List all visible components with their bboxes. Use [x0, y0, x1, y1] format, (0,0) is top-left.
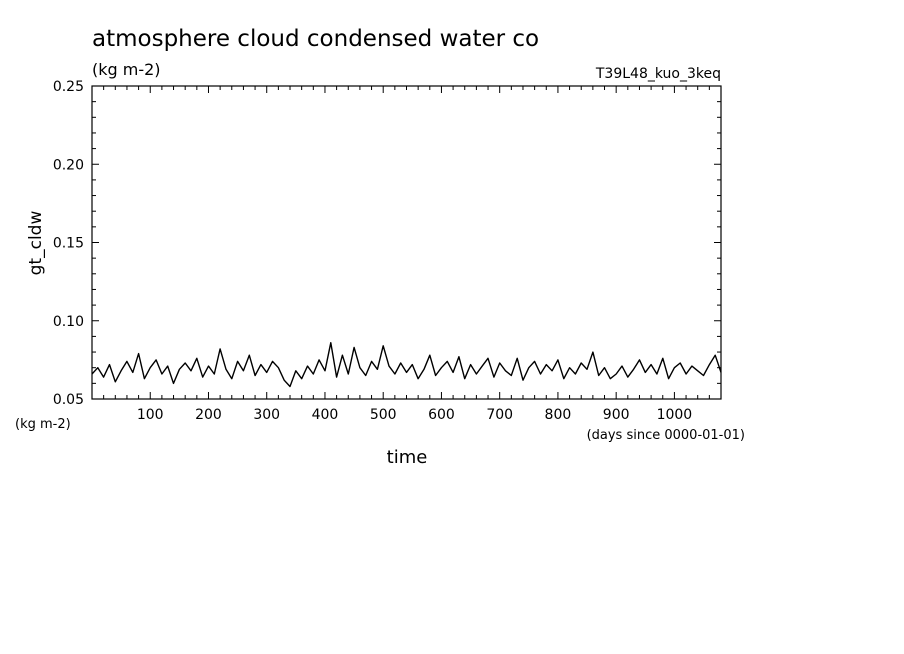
- x-axis-tick-labels: 100 200 300 400 500 600 700 800 900 1000: [137, 407, 692, 423]
- x-tick-label: 800: [545, 407, 572, 423]
- x-axis-label: time: [387, 447, 428, 468]
- chart-subtitle: (kg m-2): [92, 60, 161, 79]
- y-axis-label: gt_cldw: [26, 211, 46, 276]
- x-tick-label: 500: [370, 407, 397, 423]
- y-tick-label: 0.05: [53, 392, 84, 408]
- x-axis-unit: (days since 0000-01-01): [587, 428, 745, 443]
- y-axis-tick-labels: 0.05 0.10 0.15 0.20 0.25: [53, 79, 84, 408]
- y-axis-unit: (kg m-2): [15, 417, 71, 432]
- x-axis-ticks: [103, 86, 710, 399]
- run-label: T39L48_kuo_3keq: [595, 66, 721, 82]
- x-tick-label: 1000: [657, 407, 693, 423]
- y-tick-label: 0.10: [53, 314, 84, 330]
- series-line: [91, 342, 722, 388]
- x-tick-label: 400: [312, 407, 339, 423]
- x-tick-label: 100: [137, 407, 164, 423]
- y-tick-label: 0.20: [53, 157, 84, 173]
- chart-title: atmosphere cloud condensed water co: [92, 26, 539, 52]
- y-tick-label: 0.25: [53, 79, 84, 95]
- x-tick-label: 200: [195, 407, 222, 423]
- y-axis-ticks: [92, 101, 721, 384]
- x-tick-label: 300: [253, 407, 280, 423]
- x-tick-label: 700: [486, 407, 513, 423]
- x-tick-label: 900: [603, 407, 630, 423]
- plot-frame: [91, 85, 722, 400]
- x-tick-label: 600: [428, 407, 455, 423]
- y-tick-label: 0.15: [53, 236, 84, 252]
